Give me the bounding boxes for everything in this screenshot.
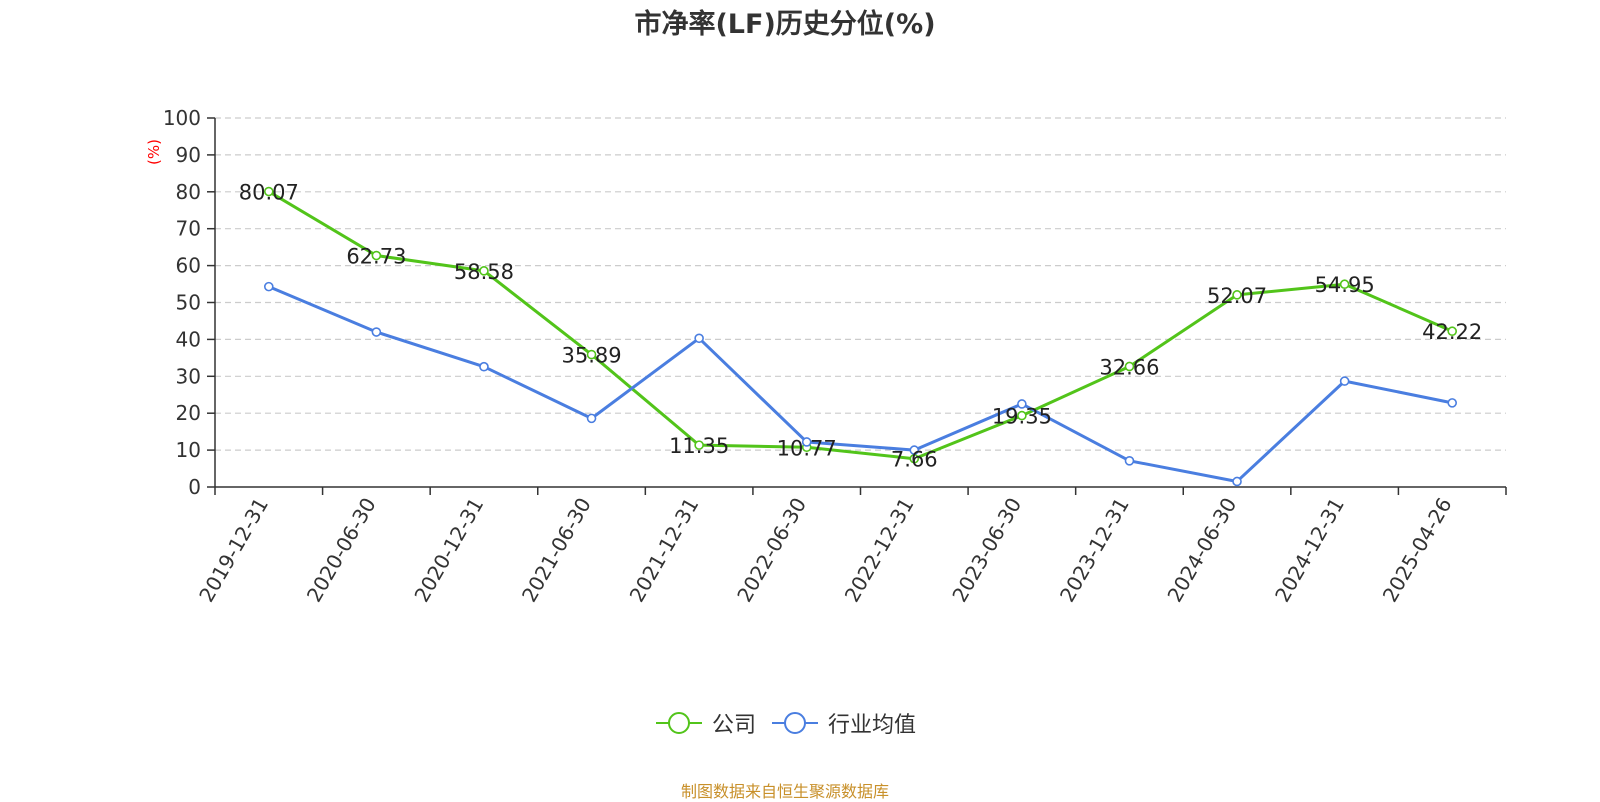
x-tick-label: 2025-04-26: [1378, 494, 1457, 607]
y-axis-label: (%): [145, 139, 163, 165]
series-0-point: [479, 266, 489, 276]
data-label: 80.07: [239, 181, 299, 205]
x-tick-label: 2020-12-31: [409, 494, 488, 607]
series-0-point: [586, 349, 597, 360]
y-tick-label: 80: [176, 180, 201, 204]
series-1-point: [479, 361, 489, 372]
series-0-point: [1124, 361, 1135, 372]
series-0-point: [1232, 290, 1242, 300]
y-tick-label: 90: [176, 143, 201, 167]
series-1-point: [1339, 376, 1350, 386]
legend-industry-label: 行业均值: [828, 713, 917, 738]
y-tick-label: 40: [176, 327, 201, 351]
x-tick-label: 2022-12-31: [840, 494, 919, 607]
y-tick-label: 100: [163, 106, 201, 130]
series-lines: [263, 186, 1458, 487]
legend-item-company[interactable]: 公司: [654, 707, 756, 739]
x-tick-label: 2020-06-30: [302, 494, 381, 607]
y-tick-label: 0: [188, 475, 201, 499]
series-line-0: [268, 190, 1453, 461]
y-tick-label: 60: [176, 254, 201, 278]
series-1-point: [1124, 456, 1135, 466]
series-0-point: [1447, 326, 1458, 337]
data-label: 32.66: [1099, 355, 1159, 379]
x-tick-label: 2023-12-31: [1055, 494, 1134, 607]
series-1-point: [909, 445, 920, 455]
data-label: 52.07: [1207, 284, 1267, 308]
series-1-point: [1017, 399, 1027, 409]
x-tick-label: 2019-12-31: [194, 494, 273, 607]
data-label: 11.35: [669, 434, 729, 458]
y-tick-label: 30: [176, 364, 201, 388]
x-tick-label: 2024-06-30: [1162, 494, 1241, 607]
series-1-point: [586, 413, 597, 424]
series-1-point: [263, 281, 274, 292]
y-tick-label: 50: [176, 291, 201, 315]
series-line-1: [268, 285, 1453, 483]
series-0-point: [1017, 410, 1027, 421]
legend-company-label: 公司: [711, 713, 756, 738]
y-tick-label: 70: [176, 217, 201, 241]
x-tick-label: 2021-06-30: [517, 494, 596, 607]
series-0-point: [694, 440, 704, 450]
legend-company-marker-icon: [655, 712, 702, 734]
series-1-point: [801, 437, 812, 447]
series-1-point: [1447, 398, 1458, 408]
x-tick-label: 2022-06-30: [732, 494, 811, 607]
axes: 0 10 20 30 40 50 60 70 80 90 100(%) 2019-12-31 2020-…: [145, 106, 1507, 607]
series-1-point: [371, 327, 382, 337]
x-tick-label: 2023-06-30: [947, 494, 1026, 607]
legend-industry-marker-icon: [772, 712, 818, 734]
y-tick-label: 20: [176, 401, 201, 425]
series-0-point: [371, 250, 382, 261]
data-labels: 80.07 62.73 58.58 35.89 11.35 10.77 7.66 19.35 3…: [239, 181, 1483, 472]
legend: 公司 行业均值: [0, 707, 1570, 739]
y-tick-label: 10: [176, 438, 201, 462]
legend-item-industry-avg[interactable]: 行业均值: [770, 707, 916, 739]
series-0-point: [263, 186, 274, 197]
data-label: 42.22: [1422, 320, 1482, 344]
grid-lines: [215, 117, 1506, 451]
data-label: 19.35: [992, 405, 1052, 429]
data-label: 35.89: [561, 344, 621, 368]
source-note: 制图数据来自恒生聚源数据库: [680, 782, 889, 801]
x-tick-label: 2024-12-31: [1270, 494, 1349, 607]
x-tick-label: 2021-12-31: [625, 494, 704, 607]
data-label: 58.58: [454, 260, 514, 284]
data-label: 10.77: [777, 436, 837, 460]
data-label: 62.73: [346, 245, 406, 269]
data-label: 7.66: [891, 448, 938, 472]
chart-title: 市净率(LF)历史分位(%): [634, 9, 936, 40]
series-1-point: [694, 333, 704, 344]
data-label: 54.95: [1315, 273, 1375, 297]
series-0-point: [1339, 279, 1350, 290]
series-1-point: [1232, 476, 1242, 487]
